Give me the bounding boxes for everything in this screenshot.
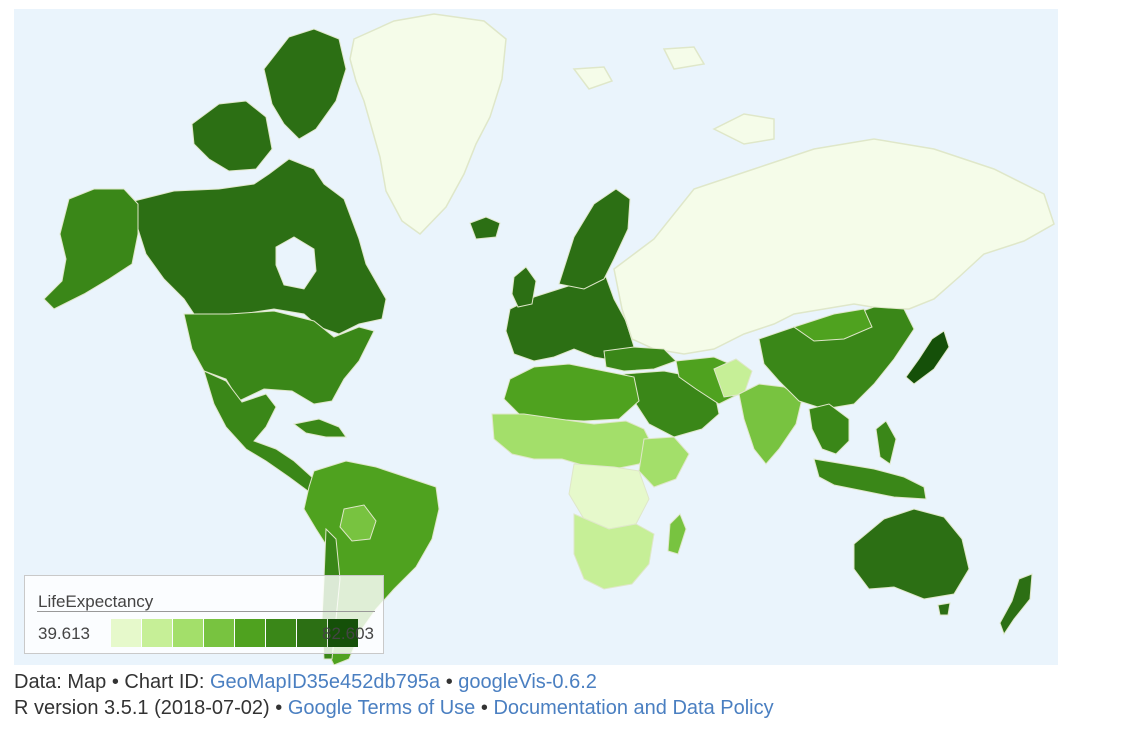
region-north-africa[interactable]: [503, 363, 640, 422]
region-arctic-islands-no-data[interactable]: [572, 46, 775, 145]
legend-max-value: 82.603: [322, 624, 374, 643]
region-alaska[interactable]: [43, 188, 139, 310]
footer-line-1: Data: Map • Chart ID: GeoMapID35e452db79…: [14, 671, 597, 694]
legend-divider: [37, 611, 375, 612]
region-mexico[interactable]: [203, 370, 325, 495]
region-iceland[interactable]: [469, 216, 501, 240]
region-new-zealand[interactable]: [999, 573, 1033, 636]
footer-separator: •: [475, 697, 494, 719]
region-usa[interactable]: [183, 310, 375, 405]
region-cuba[interactable]: [292, 418, 347, 438]
color-legend: LifeExpectancy 39.613 82.603: [24, 575, 384, 654]
legend-title: LifeExpectancy: [38, 592, 154, 611]
hudson-bay: [275, 236, 317, 290]
footer-r-version: R version 3.5.1 (2018-07-02) •: [14, 697, 288, 719]
region-tasmania[interactable]: [937, 602, 951, 616]
legend-swatch-7: [297, 619, 327, 647]
region-canada-arctic-2[interactable]: [191, 100, 273, 172]
legend-color-scale: [111, 619, 358, 647]
region-mongolia[interactable]: [792, 308, 873, 342]
region-scandinavia[interactable]: [558, 188, 631, 290]
footer-separator: •: [440, 671, 459, 693]
region-uk[interactable]: [511, 266, 537, 308]
region-southeast-asia[interactable]: [808, 403, 850, 455]
legend-swatch-2: [142, 619, 172, 647]
legend-swatch-8: [328, 619, 358, 647]
region-japan[interactable]: [905, 330, 950, 385]
region-southern-africa[interactable]: [573, 513, 655, 590]
region-canada[interactable]: [133, 158, 387, 335]
region-india[interactable]: [738, 383, 803, 465]
legend-swatch-3: [173, 619, 203, 647]
geo-map[interactable]: [14, 9, 1058, 665]
legend-swatch-4: [204, 619, 234, 647]
region-turkey[interactable]: [603, 346, 677, 372]
googlevis-version-link[interactable]: googleVis-0.6.2: [458, 671, 597, 693]
terms-of-use-link[interactable]: Google Terms of Use: [287, 697, 476, 719]
region-pakistan[interactable]: [713, 358, 753, 398]
region-west-africa[interactable]: [491, 413, 655, 470]
region-canada-arctic[interactable]: [263, 28, 347, 140]
legend-swatch-5: [235, 619, 265, 647]
world-map-svg[interactable]: [14, 9, 1058, 665]
region-philippines[interactable]: [875, 420, 897, 465]
documentation-link[interactable]: Documentation and Data Policy: [493, 697, 774, 719]
legend-swatch-1: [111, 619, 141, 647]
chart-id-link[interactable]: GeoMapID35e452db795a: [209, 671, 441, 693]
region-australia[interactable]: [853, 508, 970, 600]
footer-data-label: Data: Map • Chart ID:: [14, 671, 210, 693]
legend-min-value: 39.613: [38, 624, 90, 643]
region-madagascar[interactable]: [667, 513, 687, 555]
footer-line-2: R version 3.5.1 (2018-07-02) • Google Te…: [14, 697, 774, 720]
legend-swatch-6: [266, 619, 296, 647]
region-bolivia[interactable]: [339, 504, 377, 542]
region-russia[interactable]: [613, 138, 1055, 355]
region-greenland[interactable]: [349, 13, 507, 235]
region-indonesia[interactable]: [813, 458, 927, 500]
